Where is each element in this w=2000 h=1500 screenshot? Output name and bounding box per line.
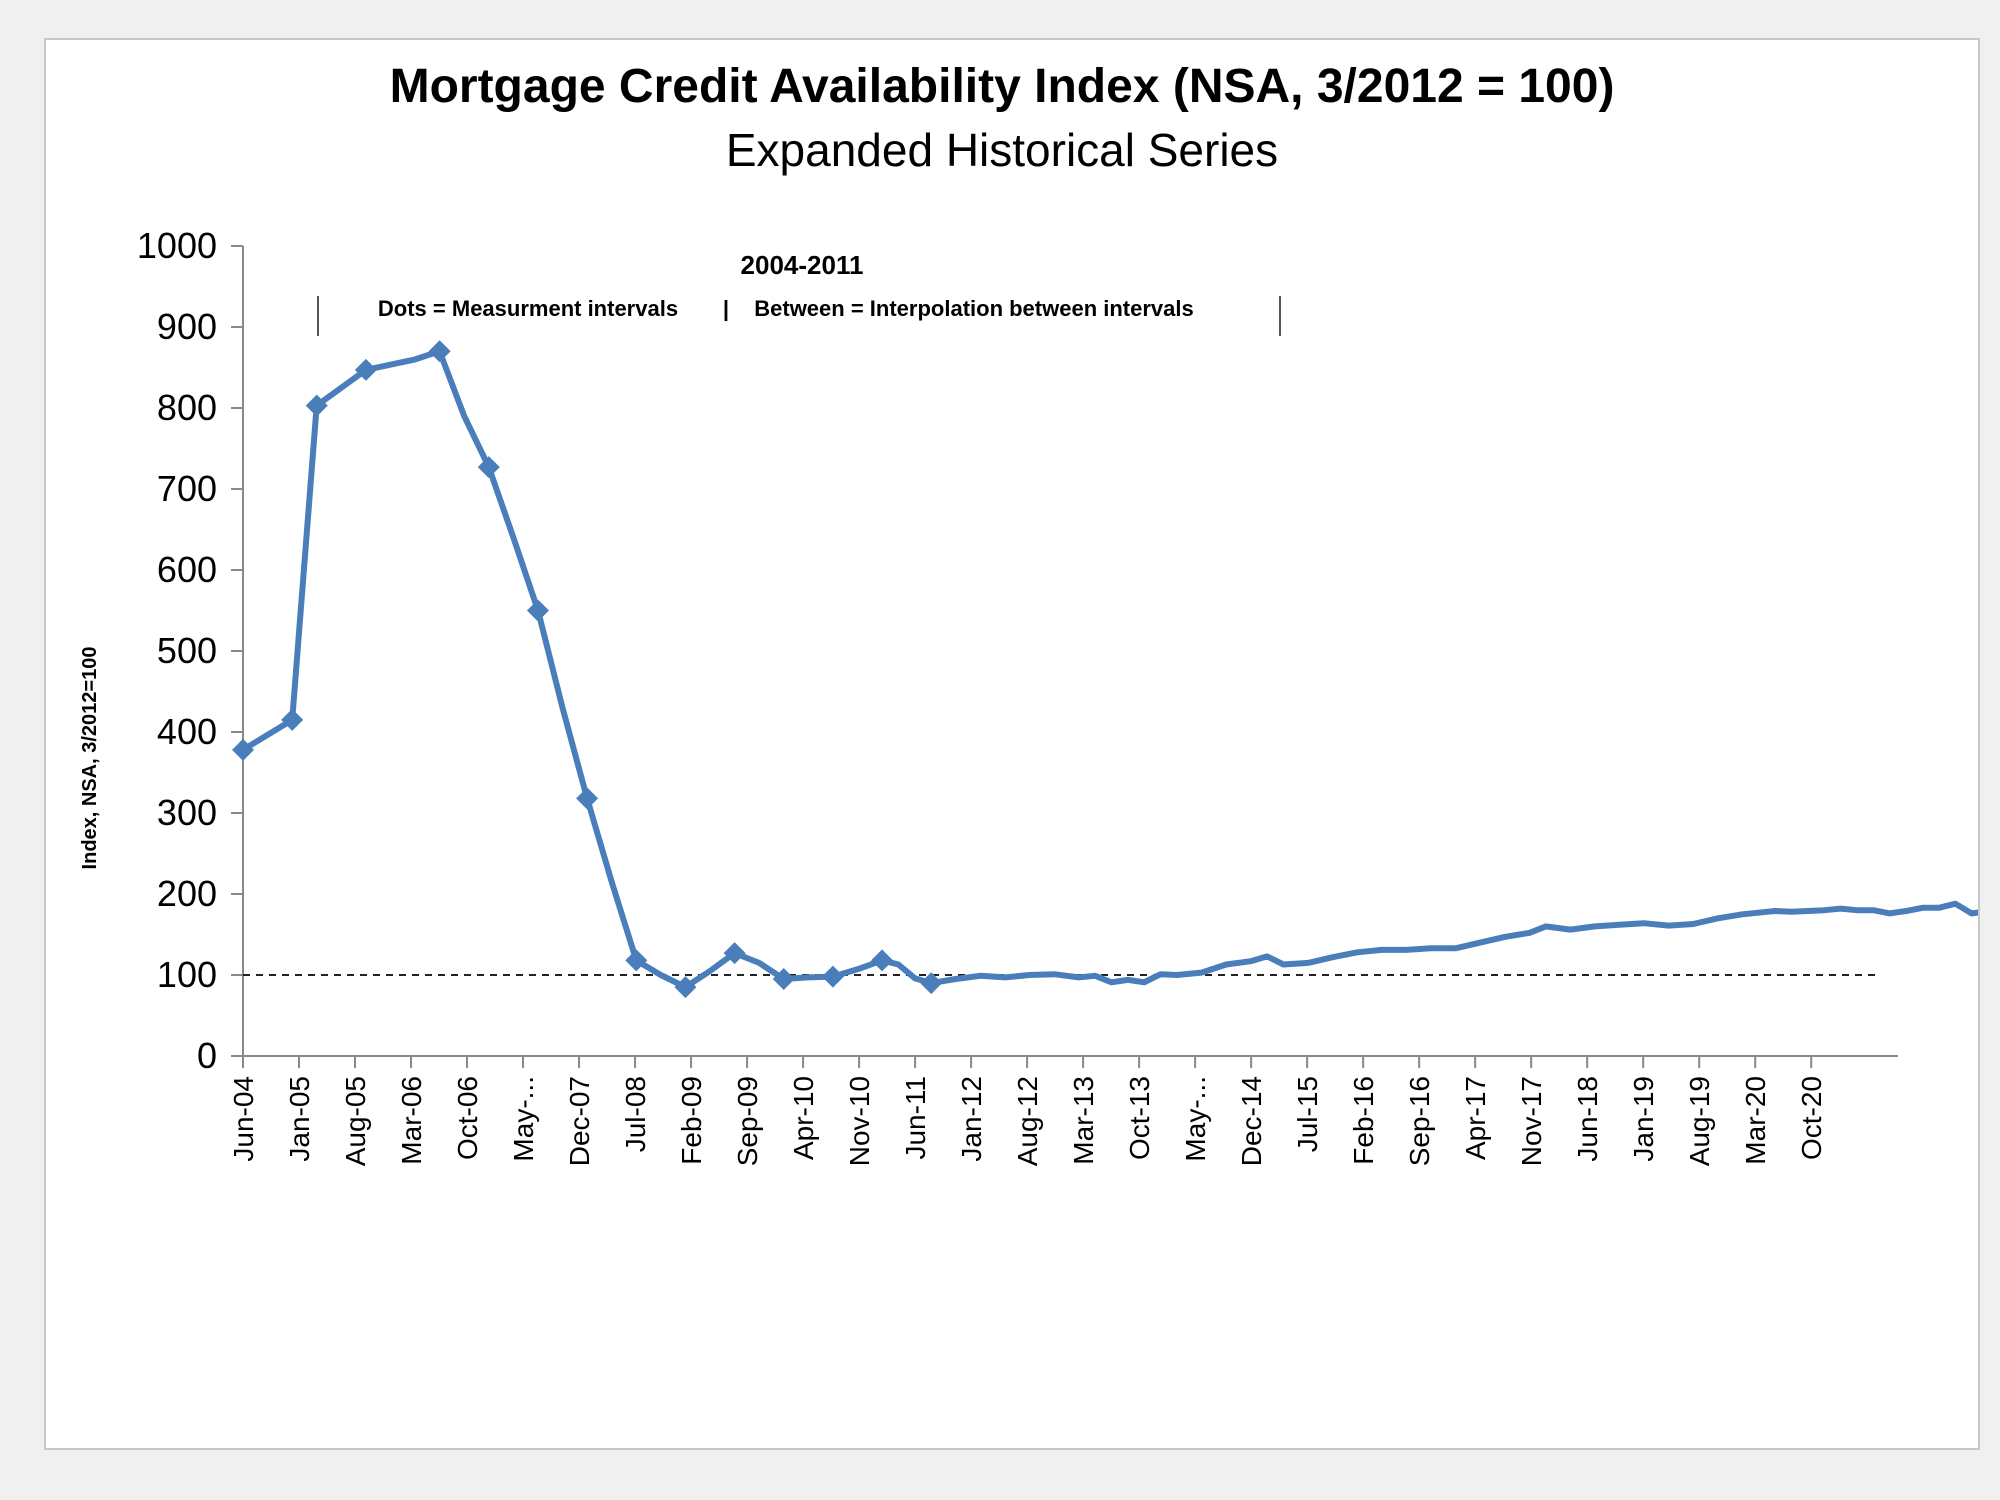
data-point-marker bbox=[281, 708, 304, 731]
period-annotation: 2004-2011 Dots = Measurment intervals | … bbox=[317, 250, 1281, 336]
data-point-marker bbox=[772, 968, 795, 991]
y-tick-label: 1000 bbox=[137, 225, 217, 266]
x-tick-label: Nov-17 bbox=[1516, 1076, 1547, 1166]
data-point-marker bbox=[526, 599, 549, 622]
x-tick-label: Oct-13 bbox=[1124, 1076, 1155, 1160]
x-tick-label: Jun-18 bbox=[1572, 1076, 1603, 1162]
data-point-marker bbox=[477, 456, 500, 479]
data-point-marker bbox=[305, 394, 328, 417]
x-tick-label: Mar-20 bbox=[1740, 1076, 1771, 1165]
chart-svg: Mortgage Credit Availability Index (NSA,… bbox=[79, 60, 1978, 1166]
y-tick-label: 0 bbox=[197, 1035, 217, 1076]
x-tick-label: Apr-10 bbox=[788, 1076, 819, 1160]
x-axis: Jun-04 Jan-05 Aug-05 Mar-06 Oct-06 May-... Dec… bbox=[228, 1055, 1898, 1166]
x-tick-label: May-... bbox=[1180, 1076, 1211, 1162]
y-tick-label: 400 bbox=[157, 711, 217, 752]
data-point-marker bbox=[871, 949, 894, 972]
y-tick-label: 900 bbox=[157, 306, 217, 347]
annotation-period: 2004-2011 bbox=[741, 250, 864, 280]
annotation-between-note: Between = Interpolation between interval… bbox=[754, 296, 1194, 321]
x-tick-label: Mar-13 bbox=[1068, 1076, 1099, 1165]
data-point-marker bbox=[428, 340, 451, 363]
data-point-marker bbox=[232, 738, 254, 761]
y-axis-label: Index, NSA, 3/2012=100 bbox=[79, 647, 101, 870]
y-tick-label: 700 bbox=[157, 468, 217, 509]
series-line bbox=[240, 348, 1978, 991]
x-tick-label: Sep-16 bbox=[1404, 1076, 1435, 1166]
x-tick-label: Jan-19 bbox=[1628, 1076, 1659, 1162]
data-point-marker bbox=[821, 965, 844, 988]
data-point-marker bbox=[354, 358, 377, 381]
x-tick-label: Nov-10 bbox=[844, 1076, 875, 1166]
y-axis: 0 100 200 300 400 500 600 700 800 900 1000 bbox=[137, 225, 244, 1076]
x-tick-label: Aug-12 bbox=[1012, 1076, 1043, 1166]
y-tick-label: 200 bbox=[157, 873, 217, 914]
x-tick-label: Oct-06 bbox=[452, 1076, 483, 1160]
x-tick-label: Mar-06 bbox=[396, 1076, 427, 1165]
x-tick-label: Sep-09 bbox=[732, 1076, 763, 1166]
x-tick-label: Jan-05 bbox=[284, 1076, 315, 1162]
x-tick-label: Jan-12 bbox=[956, 1076, 987, 1162]
data-point-marker bbox=[674, 976, 697, 999]
x-tick-label: Apr-17 bbox=[1460, 1076, 1491, 1160]
chart-frame: Mortgage Credit Availability Index (NSA,… bbox=[44, 38, 1980, 1450]
chart-title: Mortgage Credit Availability Index (NSA,… bbox=[390, 60, 1615, 113]
series-group bbox=[232, 340, 1978, 999]
annotation-separator: | bbox=[723, 296, 729, 321]
data-point-marker bbox=[723, 942, 746, 965]
x-tick-label: Jun-11 bbox=[900, 1076, 931, 1160]
x-tick-label: Feb-09 bbox=[676, 1076, 707, 1165]
y-tick-label: 100 bbox=[157, 954, 217, 995]
x-tick-label: Aug-19 bbox=[1684, 1076, 1715, 1166]
chart-subtitle: Expanded Historical Series bbox=[726, 124, 1278, 176]
x-tick-label: May-... bbox=[508, 1076, 539, 1162]
y-tick-label: 500 bbox=[157, 630, 217, 671]
x-tick-label: Oct-20 bbox=[1796, 1076, 1827, 1160]
y-tick-label: 800 bbox=[157, 387, 217, 428]
annotation-dots-note: Dots = Measurment intervals bbox=[378, 296, 678, 321]
data-point-marker bbox=[920, 972, 943, 995]
y-tick-label: 600 bbox=[157, 549, 217, 590]
data-point-marker bbox=[576, 787, 599, 810]
x-tick-label: Feb-16 bbox=[1348, 1076, 1379, 1165]
x-tick-label: Dec-14 bbox=[1236, 1076, 1267, 1166]
x-tick-label: Jul-15 bbox=[1292, 1076, 1323, 1152]
x-tick-label: Dec-07 bbox=[564, 1076, 595, 1166]
data-point-marker bbox=[625, 949, 648, 972]
x-tick-label: Jul-08 bbox=[620, 1076, 651, 1152]
x-tick-label: Jun-04 bbox=[228, 1076, 259, 1162]
x-tick-label: Aug-05 bbox=[340, 1076, 371, 1166]
y-tick-label: 300 bbox=[157, 792, 217, 833]
